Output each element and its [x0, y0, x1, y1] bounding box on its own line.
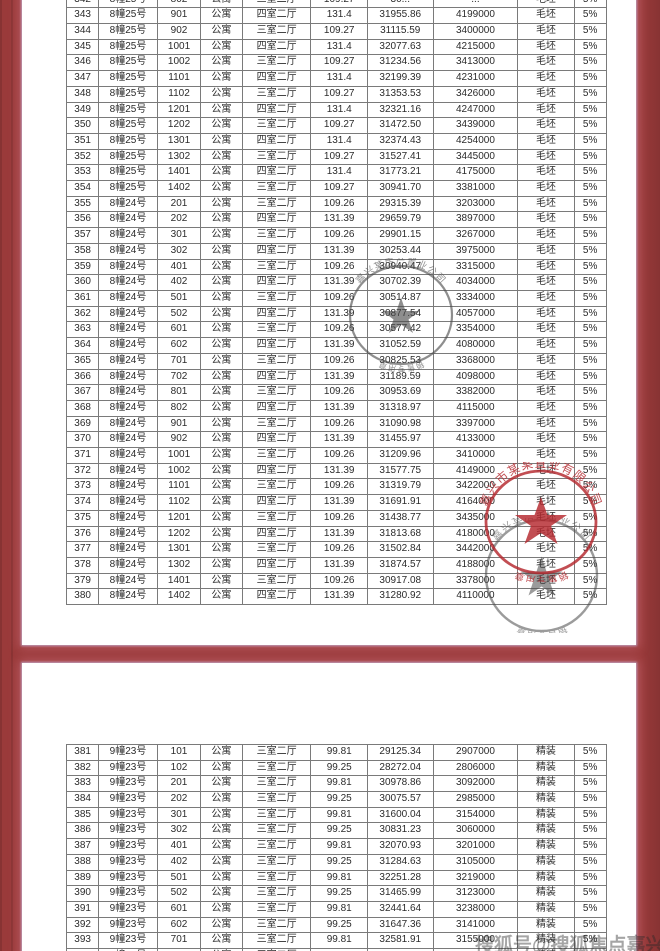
- svg-text:销售专用章: 销售专用章: [514, 624, 569, 633]
